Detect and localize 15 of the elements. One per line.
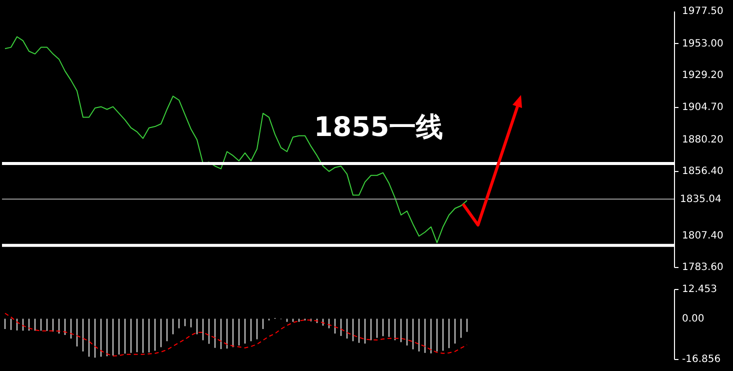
- y-tick-label: 1929.20: [682, 70, 724, 81]
- y-tick-label: 1783.60: [682, 262, 724, 273]
- y-tick-label: 1904.70: [682, 102, 724, 114]
- ref-line-label: 1835.04: [680, 194, 722, 206]
- y-tick-label: 1953.00: [682, 38, 724, 50]
- y-tick-label: 1880.20: [682, 134, 724, 146]
- y-tick-label: 0.00: [682, 314, 704, 325]
- y-tick-label: 12.453: [682, 284, 717, 295]
- annotation: 1855一线: [314, 112, 444, 143]
- y-tick-label: 1856.40: [682, 166, 724, 177]
- line-series: [4, 312, 468, 356]
- y-tick-label: 1977.50: [682, 6, 724, 17]
- line-series: [4, 36, 468, 244]
- y-tick-label: -16.856: [682, 354, 721, 365]
- y-tick-label: 1807.40: [682, 230, 724, 242]
